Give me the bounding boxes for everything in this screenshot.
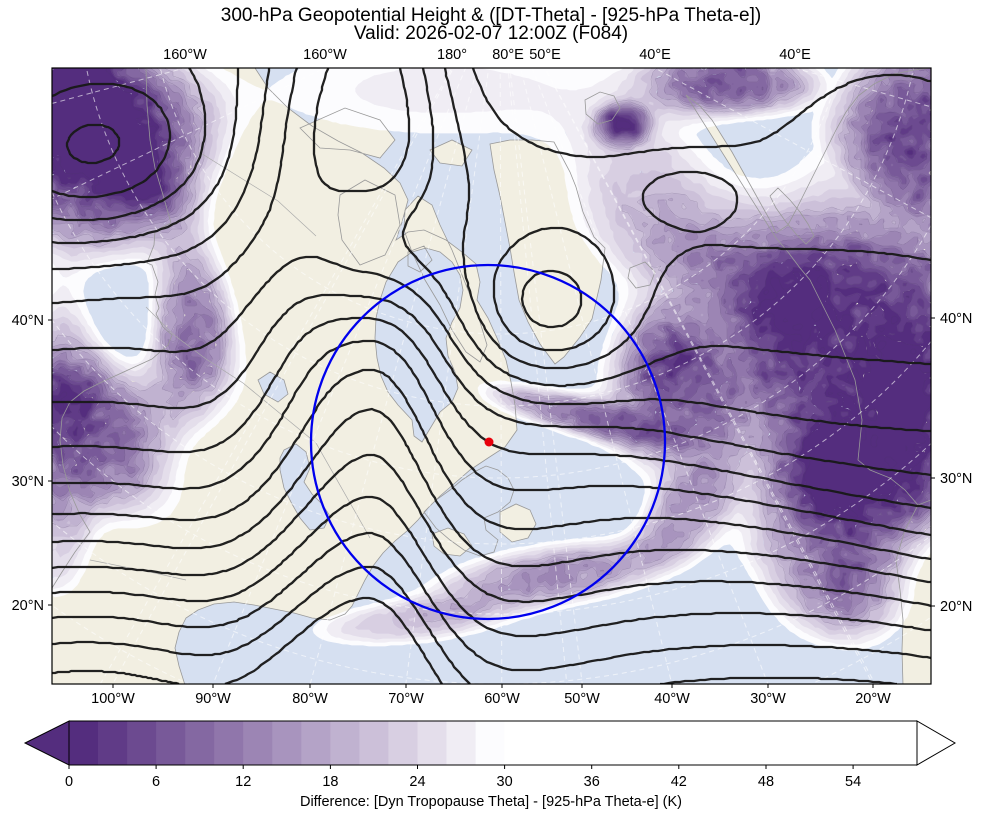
svg-text:80°W: 80°W <box>292 691 328 707</box>
svg-text:300-hPa Geopotential Height &: 300-hPa Geopotential Height & ([DT-Theta… <box>221 5 761 26</box>
svg-text:30: 30 <box>497 774 513 790</box>
svg-text:160°W: 160°W <box>303 47 347 63</box>
svg-text:30°N: 30°N <box>940 471 972 487</box>
svg-text:70°W: 70°W <box>388 691 424 707</box>
svg-text:48: 48 <box>758 774 774 790</box>
svg-text:12: 12 <box>235 774 251 790</box>
svg-text:30°W: 30°W <box>750 691 786 707</box>
svg-text:90°W: 90°W <box>195 691 231 707</box>
svg-text:54: 54 <box>845 774 861 790</box>
svg-text:24: 24 <box>409 774 425 790</box>
svg-text:50°W: 50°W <box>564 691 600 707</box>
svg-text:40°E: 40°E <box>779 47 811 63</box>
svg-text:40°E: 40°E <box>639 47 671 63</box>
svg-text:50°E: 50°E <box>529 47 561 63</box>
svg-text:20°N: 20°N <box>940 599 972 615</box>
svg-text:160°W: 160°W <box>163 47 207 63</box>
svg-text:40°N: 40°N <box>940 311 972 327</box>
svg-text:42: 42 <box>671 774 687 790</box>
svg-text:30°N: 30°N <box>12 474 44 490</box>
svg-text:100°W: 100°W <box>91 691 135 707</box>
svg-text:20°W: 20°W <box>855 691 891 707</box>
svg-text:40°W: 40°W <box>654 691 690 707</box>
svg-text:0: 0 <box>65 774 73 790</box>
svg-text:180°: 180° <box>437 47 467 63</box>
svg-text:60°W: 60°W <box>484 691 520 707</box>
svg-text:80°E: 80°E <box>492 47 524 63</box>
svg-text:36: 36 <box>584 774 600 790</box>
svg-text:40°N: 40°N <box>12 313 44 329</box>
svg-text:6: 6 <box>152 774 160 790</box>
svg-text:18: 18 <box>322 774 338 790</box>
svg-text:20°N: 20°N <box>12 598 44 614</box>
svg-text:Difference: [Dyn Tropopause Th: Difference: [Dyn Tropopause Theta] - [92… <box>300 794 682 810</box>
svg-text:Valid: 2026-02-07 12:00Z (F084: Valid: 2026-02-07 12:00Z (F084) <box>354 23 628 44</box>
